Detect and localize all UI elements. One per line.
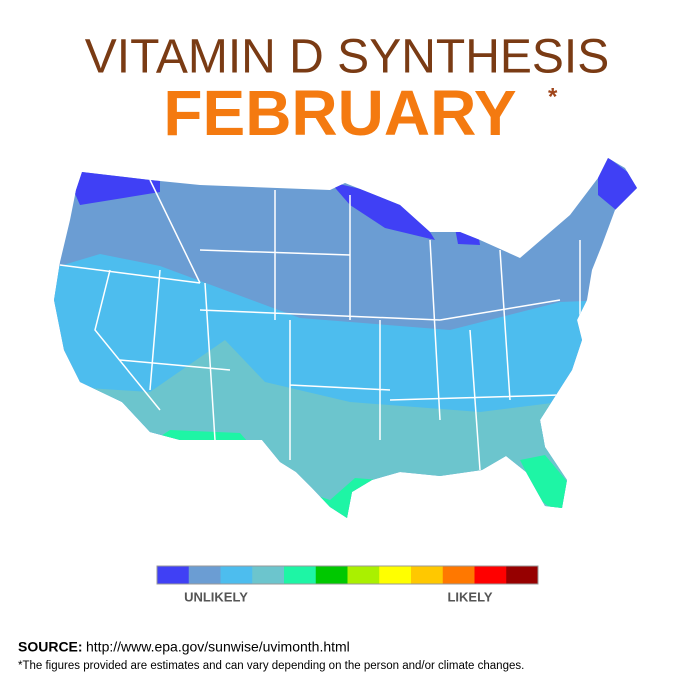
legend-swatch <box>157 566 190 584</box>
legend-border <box>156 565 539 585</box>
legend-swatch <box>347 566 380 584</box>
legend-high-label: LIKELY <box>447 589 492 604</box>
legend-swatch <box>188 566 221 584</box>
asterisk: * <box>548 83 558 110</box>
legend-swatch <box>252 566 285 584</box>
title: VITAMIN D SYNTHESIS <box>85 31 610 84</box>
legend-swatch <box>506 566 539 584</box>
month: FEBRUARY <box>163 77 516 149</box>
legend-swatch <box>284 566 317 584</box>
us-map <box>54 158 637 518</box>
legend-swatch <box>220 566 253 584</box>
source-label: SOURCE: <box>18 639 83 655</box>
legend-swatch <box>442 566 475 584</box>
legend-bar <box>157 566 539 584</box>
source-url: http://www.epa.gov/sunwise/uvimonth.html <box>86 639 350 655</box>
legend-swatch <box>411 566 444 584</box>
legend-low-label: UNLIKELY <box>184 589 248 604</box>
legend-swatch <box>474 566 507 584</box>
zone-green-florida <box>520 455 570 515</box>
zone-dark-minnesota <box>330 182 435 240</box>
zone-dark-michigan <box>455 228 480 245</box>
legend-swatch <box>379 566 412 584</box>
footnote: *The figures provided are estimates and … <box>18 660 524 672</box>
state-lines <box>59 179 581 471</box>
legend-swatch <box>315 566 348 584</box>
